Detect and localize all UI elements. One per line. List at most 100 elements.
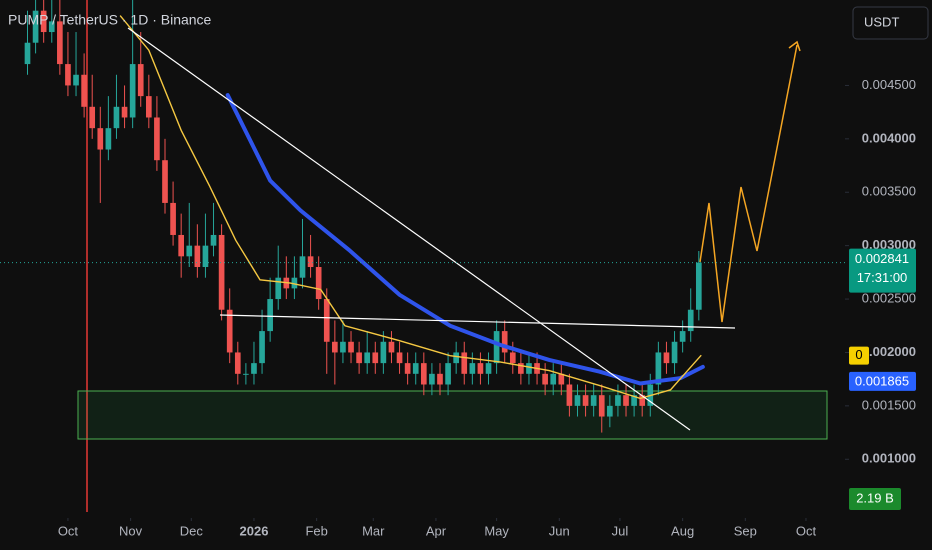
forecast-path (699, 44, 798, 323)
candle-body (332, 341, 338, 353)
x-tick-label: Apr (426, 523, 447, 538)
candle-body (291, 277, 298, 289)
candle-body (356, 352, 362, 364)
candle-body (186, 245, 193, 257)
candle-body (404, 363, 411, 374)
candle-body (631, 395, 637, 406)
candle-body (542, 373, 548, 385)
y-tick-label: 0.001500 (862, 397, 916, 412)
candle-body (477, 363, 484, 374)
candle-body (178, 234, 185, 257)
x-tick-label: Sep (734, 523, 757, 538)
ma-badge (849, 346, 869, 365)
candle-body (259, 331, 265, 364)
candle-body (429, 373, 435, 385)
candle-body (623, 395, 629, 406)
candle-body (420, 363, 427, 385)
candle-body (493, 331, 500, 364)
x-tick-label: Aug (671, 523, 694, 538)
volume-label: 2.19 B (856, 490, 894, 505)
candle-body (218, 234, 225, 310)
candle-body (372, 352, 379, 364)
candle-body (81, 74, 87, 107)
candle-body (340, 341, 346, 353)
candle-body (57, 21, 63, 65)
candle-body (40, 10, 47, 33)
candle-body (655, 352, 662, 385)
candle-body (526, 363, 532, 374)
candle-body (582, 395, 589, 406)
candle-body (32, 10, 39, 43)
candle-body (518, 363, 524, 374)
candle-body (396, 352, 403, 364)
y-tick-label: 0.003500 (862, 184, 916, 199)
candle-body (615, 395, 621, 406)
ma-value-label: 0 (855, 347, 862, 362)
candle-body (194, 245, 201, 268)
x-tick-label: Oct (796, 523, 817, 538)
candle-body (73, 74, 79, 86)
candle-body (388, 341, 395, 353)
candle-body (154, 117, 160, 161)
ma-value-label: 0.001865 (855, 373, 909, 388)
y-tick-label: 0.004500 (862, 77, 916, 92)
y-tick-label: 0.002500 (862, 290, 916, 305)
x-tick-label: Nov (119, 523, 143, 538)
candle-body (687, 309, 694, 332)
candle-body (364, 352, 371, 364)
y-tick-label: 0.001000 (862, 451, 916, 466)
y-tick-label: 0.004000 (862, 130, 916, 145)
candle-body (590, 395, 597, 406)
candle-body (307, 256, 314, 268)
x-tick-label: Mar (362, 523, 385, 538)
candle-body (97, 128, 104, 150)
candle-body (679, 331, 686, 342)
last-price-label: 0.002841 (855, 251, 909, 266)
x-tick-label: Dec (180, 523, 204, 538)
candle-body (695, 262, 702, 310)
currency-label[interactable]: USDT (864, 14, 899, 29)
forecast-arrow (788, 40, 801, 52)
candle-body (275, 277, 282, 300)
volume-badge (849, 488, 901, 510)
plot (24, 0, 705, 433)
candle-body (210, 234, 217, 246)
candle-body (412, 363, 419, 374)
candle-body (323, 299, 330, 342)
candle-body (380, 341, 387, 364)
candle-body (469, 363, 476, 374)
x-tick-label: May (484, 523, 509, 538)
candle-body (485, 363, 492, 374)
candle-body (243, 373, 249, 375)
candle-body (105, 128, 112, 150)
candle-body (251, 363, 257, 374)
candle-body (671, 341, 678, 364)
candle-body (558, 373, 565, 385)
candle-body (574, 395, 581, 406)
candle-body (65, 64, 71, 86)
candle-body (137, 64, 144, 97)
countdown-label: 17:31:00 (857, 270, 908, 285)
candle-body (299, 256, 306, 278)
candle-body (145, 96, 152, 118)
currency-button[interactable] (852, 6, 929, 40)
candle-body (226, 309, 233, 353)
candle-body (348, 341, 354, 353)
trendline (127, 27, 691, 431)
candle-body (550, 373, 557, 385)
symbol-title: PUMP / TetherUS · 1D · Binance (8, 12, 212, 28)
ma-badge (849, 371, 916, 391)
candle-body (566, 384, 573, 406)
candle-body (113, 106, 120, 129)
candle-body (315, 267, 322, 300)
candle-body (501, 331, 508, 353)
x-tick-label: Feb (305, 523, 327, 538)
candle-body (509, 352, 516, 364)
support-zone (77, 390, 828, 440)
candle-body (162, 160, 168, 203)
candle-body (267, 299, 273, 332)
y-tick-label: 0.002000 (862, 344, 916, 359)
